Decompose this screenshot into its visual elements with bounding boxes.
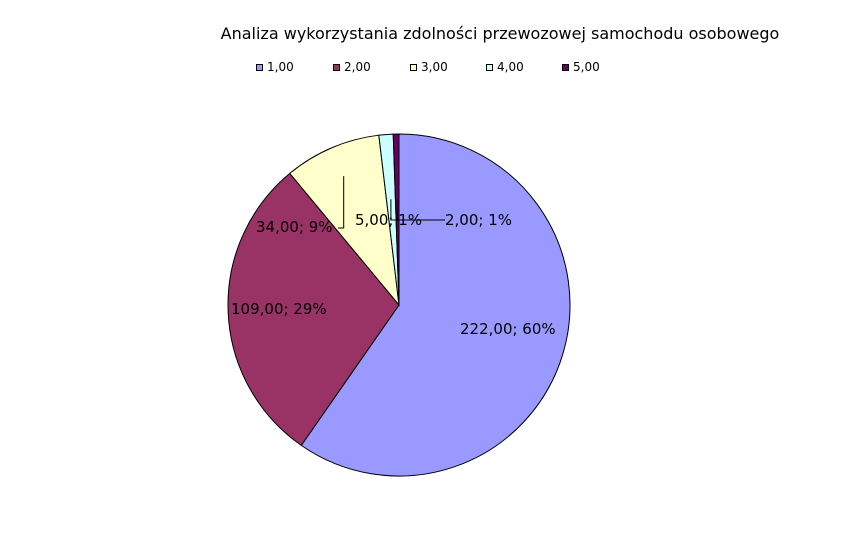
legend-label-2: 2,00 [344,60,371,74]
pie-slice-2 [227,172,400,447]
legend-item-3: 3,00 [410,60,448,74]
pie-slices [227,133,571,477]
legend-label-1: 1,00 [267,60,294,74]
leader-line-3 [338,176,345,229]
data-label-2: 109,00; 29% [231,300,327,318]
legend-swatch-5 [562,63,569,71]
data-label-1: 222,00; 60% [460,320,556,338]
data-label-3: 34,00; 9% [256,218,333,236]
data-label-5: 2,00; 1% [445,211,512,229]
pie-slice-1 [300,133,571,477]
legend-item-2: 2,00 [333,60,371,74]
legend-item-4: 4,00 [486,60,524,74]
legend-swatch-1 [256,63,263,71]
legend-label-4: 4,00 [497,60,524,74]
legend-swatch-4 [486,63,493,71]
data-label-4: 5,00; 1% [355,211,422,229]
legend-swatch-2 [333,63,340,71]
legend-item-1: 1,00 [256,60,294,74]
legend-item-5: 5,00 [562,60,600,74]
legend-label-5: 5,00 [573,60,600,74]
pie-slice-3 [289,134,400,307]
chart-title: Analiza wykorzystania zdolności przewozo… [220,24,780,43]
leader-line-5 [396,199,445,221]
data-labels: 222,00; 60% 109,00; 29% 34,00; 9% 5,00; … [231,211,556,338]
leader-lines [338,176,445,229]
legend-label-3: 3,00 [421,60,448,74]
legend-swatch-3 [410,63,417,71]
